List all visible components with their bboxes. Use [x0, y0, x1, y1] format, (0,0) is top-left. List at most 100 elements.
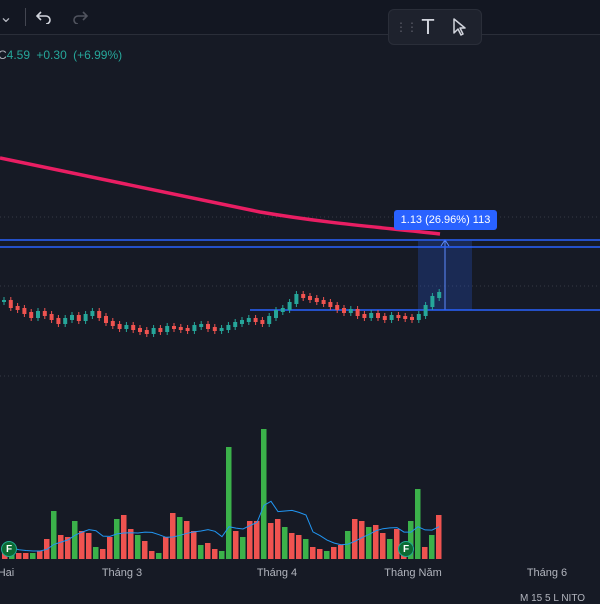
candle: [49, 314, 54, 320]
candle: [294, 294, 299, 304]
candle: [226, 325, 231, 330]
volume-bar: [86, 533, 92, 559]
candle: [416, 314, 421, 320]
volume-bar: [58, 535, 64, 559]
undo-icon[interactable]: [32, 6, 56, 28]
candle: [70, 315, 74, 320]
candle: [376, 313, 380, 318]
chevron-down-icon[interactable]: ⌄: [0, 9, 13, 26]
text-tool-icon[interactable]: T: [421, 15, 435, 39]
cursor-arrow-icon[interactable]: [447, 14, 473, 40]
candle: [423, 305, 428, 316]
candle: [308, 296, 312, 300]
volume-bar: [191, 531, 197, 559]
candle: [321, 300, 326, 304]
candle: [369, 313, 374, 318]
volume-bar: [373, 525, 379, 559]
candle: [138, 328, 142, 332]
earnings-event-marker[interactable]: F: [1, 541, 17, 557]
moving-average-line: [0, 156, 441, 236]
candle: [233, 322, 238, 327]
candle: [246, 318, 251, 322]
volume-bar: [37, 551, 43, 559]
volume-bar: [275, 519, 281, 559]
volume-bar: [303, 539, 309, 559]
earnings-event-marker[interactable]: F: [398, 541, 414, 557]
candle: [348, 309, 353, 313]
volume-bar: [30, 553, 36, 559]
volume-bar: [380, 533, 386, 559]
volume-bar: [331, 547, 337, 559]
candle: [280, 308, 285, 312]
floating-drawing-toolbar: ⋮⋮ T: [388, 9, 482, 45]
volume-bar: [254, 521, 260, 559]
candle: [110, 321, 115, 326]
volume-bar: [240, 537, 246, 559]
candle: [90, 311, 95, 316]
measure-label: 1.13 (26.96%) 113: [394, 210, 497, 230]
legend-close-value: 4.59: [6, 48, 31, 62]
candle: [328, 302, 333, 307]
volume-bar: [205, 543, 211, 559]
candle: [36, 311, 40, 318]
price-legend: C4.59 +0.30 (+6.99%): [0, 48, 125, 62]
candlestick-series: [2, 289, 442, 337]
x-axis-label: Tháng Năm: [384, 567, 442, 579]
volume-bar: [128, 529, 134, 559]
volume-bar: [72, 521, 78, 559]
candle: [212, 327, 217, 331]
candle: [274, 310, 278, 318]
volume-bar: [93, 547, 99, 559]
earnings-marker-letter: F: [402, 543, 410, 555]
candle: [15, 306, 20, 310]
volume-bar: [436, 515, 442, 559]
candle: [8, 300, 13, 308]
candle: [437, 292, 442, 298]
volume-bar: [163, 537, 169, 559]
volume-bar: [408, 521, 414, 559]
volume-bar: [366, 527, 372, 559]
candle: [172, 326, 176, 329]
candle: [362, 314, 367, 318]
volume-bar: [394, 529, 400, 559]
candle: [382, 316, 387, 320]
volume-bar: [121, 515, 127, 559]
volume-bar: [359, 521, 365, 559]
candle: [158, 328, 163, 332]
volume-bar: [212, 549, 218, 559]
candle: [56, 318, 61, 324]
volume-bar: [345, 531, 351, 559]
grip-dots-icon[interactable]: ⋮⋮: [395, 20, 418, 34]
candle: [192, 325, 197, 331]
volume-bar: [16, 553, 22, 559]
candle: [355, 309, 360, 316]
candle: [267, 316, 272, 324]
volume-bar: [184, 521, 190, 559]
volume-bar: [142, 541, 148, 559]
volume-bar: [268, 523, 274, 559]
candle: [131, 325, 136, 330]
candle: [144, 330, 149, 334]
volume-bar: [429, 535, 435, 559]
candle: [63, 318, 68, 324]
volume-bar: [107, 537, 113, 559]
volume-bar: [177, 517, 183, 559]
candle: [287, 302, 292, 310]
candle: [29, 312, 34, 318]
volume-bar: [149, 551, 155, 559]
candle: [430, 296, 435, 307]
volume-bar: [422, 547, 428, 559]
candle: [76, 315, 81, 321]
redo-icon[interactable]: [68, 6, 92, 28]
x-axis-label: Tháng 6: [526, 567, 568, 579]
volume-bar: [415, 489, 421, 559]
volume-bar: [100, 549, 106, 559]
candle: [342, 308, 346, 313]
volume-bar: [51, 511, 57, 559]
volume-bar: [338, 545, 344, 559]
chart-pane[interactable]: [0, 34, 600, 564]
volume-bar: [135, 535, 141, 559]
candle: [83, 314, 88, 321]
candle: [389, 315, 394, 320]
volume-ma-line: [4, 500, 440, 552]
